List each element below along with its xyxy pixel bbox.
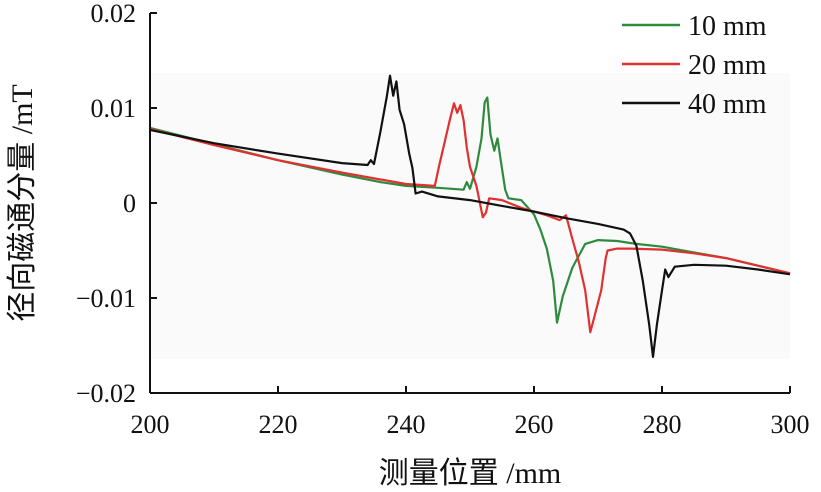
series-line-40-mm xyxy=(149,74,791,358)
legend-label: 10 mm xyxy=(688,11,767,42)
y-tick-label: 0.02 xyxy=(91,0,137,28)
legend-item: 20 mm xyxy=(622,50,767,81)
x-tick-label: 200 xyxy=(131,410,170,439)
legend-item: 10 mm xyxy=(622,11,767,42)
y-tick-label: 0 xyxy=(123,189,136,218)
legend-items: 10 mm 20 mm 40 mm xyxy=(622,11,767,120)
y-tick-label: −0.01 xyxy=(76,284,136,313)
plot-panel xyxy=(150,73,790,359)
legend-label: 20 mm xyxy=(688,50,767,81)
x-tick-label: 220 xyxy=(259,410,298,439)
y-axis-title: 径向磁通分量 /mT xyxy=(6,84,39,322)
legend-item: 40 mm xyxy=(622,89,767,120)
x-tick-label: 300 xyxy=(771,410,810,439)
series-line-20-mm xyxy=(149,102,791,334)
x-tick-label: 260 xyxy=(515,410,554,439)
series-group xyxy=(149,74,791,358)
series-line-10-mm xyxy=(149,96,791,324)
y-tick-label: −0.02 xyxy=(76,379,136,408)
legend: 10 mm 20 mm 40 mm xyxy=(622,11,767,120)
x-axis-title: 测量位置 /mm xyxy=(379,457,562,490)
x-tick-label: 240 xyxy=(387,410,426,439)
ticks-group: 200 220 240 260 280 300 −0.02 −0.01 0 0.01 0.02 xyxy=(76,0,810,439)
legend-label: 40 mm xyxy=(688,89,767,120)
x-tick-label: 280 xyxy=(643,410,682,439)
y-tick-label: 0.01 xyxy=(91,94,137,123)
